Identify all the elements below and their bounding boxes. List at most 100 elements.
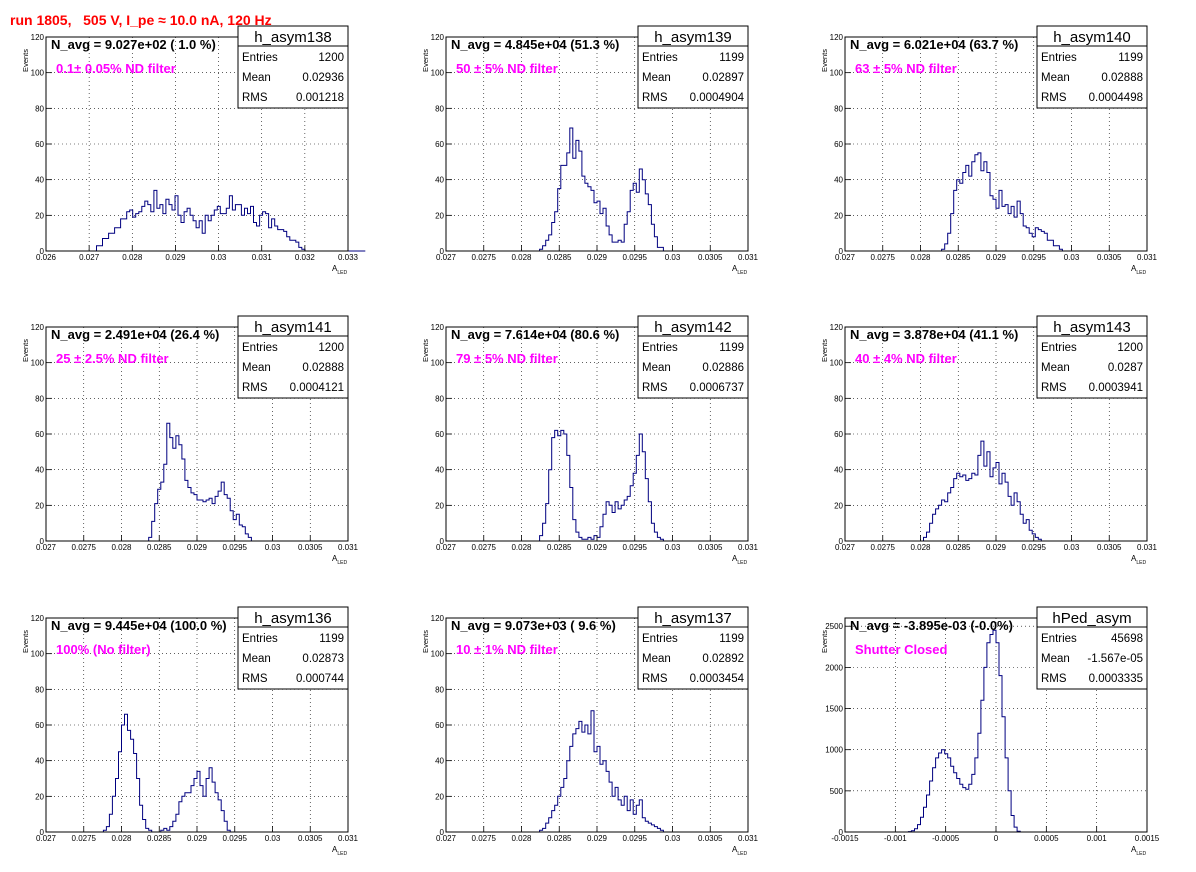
x-tick-label: 0.029 — [986, 253, 1007, 262]
n-avg-header: N_avg = 9.073e+03 ( 9.6 %) — [451, 618, 616, 633]
stats-value: 1199 — [719, 52, 744, 64]
stats-label: Entries — [642, 342, 678, 354]
x-tick-label: 0.0305 — [698, 834, 723, 843]
stats-value: 0.0004498 — [1089, 92, 1143, 104]
histogram-line — [63, 189, 366, 252]
stats-label: RMS — [1041, 382, 1067, 394]
x-tick-label: 0.0285 — [946, 543, 971, 552]
y-tick-label: 80 — [35, 394, 44, 403]
y-axis-label: Events — [820, 49, 829, 72]
y-tick-label: 80 — [435, 104, 444, 113]
x-tick-label: 0.031 — [738, 543, 759, 552]
stats-label: RMS — [1041, 92, 1067, 104]
x-tick-label: -0.001 — [884, 834, 907, 843]
x-tick-label: 0.0295 — [223, 543, 248, 552]
y-tick-label: 40 — [35, 757, 44, 766]
y-tick-label: 60 — [435, 721, 444, 730]
stats-value: 1200 — [1117, 342, 1143, 354]
histogram-name: h_asym136 — [254, 610, 332, 627]
x-tick-label: 0.027 — [436, 543, 457, 552]
y-tick-label: 20 — [35, 792, 44, 801]
x-tick-label: 0.0285 — [147, 543, 172, 552]
stats-label: RMS — [642, 382, 668, 394]
n-avg-header: N_avg = 4.845e+04 (51.3 %) — [451, 37, 619, 52]
x-tick-label: 0.0295 — [623, 253, 648, 262]
filter-annotation: 100% (No filter) — [56, 642, 151, 657]
x-tick-label: 0.027 — [36, 543, 57, 552]
y-tick-label: 0 — [440, 537, 445, 546]
histogram-name: h_asym141 — [254, 319, 332, 336]
stats-value: 0.0006737 — [690, 382, 744, 394]
histogram-name: h_asym140 — [1053, 29, 1131, 46]
n-avg-header: N_avg = 9.027e+02 ( 1.0 %) — [51, 37, 216, 52]
histogram-panel: 0.026 0.027 0.028 0.029 0.03 0.031 0.032 0.033 0… — [21, 25, 366, 276]
y-tick-label: 120 — [431, 614, 445, 623]
x-tick-label: 0.0275 — [871, 253, 896, 262]
x-tick-label: 0.029 — [187, 543, 208, 552]
histogram-panel: 0.027 0.0275 0.028 0.0285 0.029 0.0295 0.03 0.0… — [421, 606, 759, 857]
stats-value: 1199 — [319, 633, 344, 645]
x-tick-label: 0.0295 — [623, 834, 648, 843]
filter-annotation: Shutter Closed — [855, 642, 948, 657]
histogram-line — [845, 152, 1147, 252]
x-axis-label: ALED — [332, 845, 347, 857]
x-tick-label: 0.031 — [738, 834, 759, 843]
y-tick-label: 120 — [31, 33, 45, 42]
histogram-panel: 0.027 0.0275 0.028 0.0285 0.029 0.0295 0.03 0.0… — [421, 25, 759, 276]
y-tick-label: 100 — [431, 359, 445, 368]
x-tick-label: 0.031 — [338, 834, 359, 843]
x-tick-label: 0.028 — [511, 543, 532, 552]
y-tick-label: 80 — [435, 394, 444, 403]
x-tick-label: 0.0295 — [223, 834, 248, 843]
y-axis-label: Events — [820, 339, 829, 362]
y-tick-label: 0 — [839, 828, 844, 837]
stats-label: Entries — [242, 52, 278, 64]
x-axis-label: ALED — [1131, 845, 1146, 857]
x-tick-label: 0.0005 — [1034, 834, 1059, 843]
histogram-line — [446, 710, 748, 833]
x-tick-label: 0.0285 — [946, 253, 971, 262]
x-tick-label: 0.0305 — [698, 543, 723, 552]
y-tick-label: 1000 — [825, 746, 843, 755]
x-tick-label: 0.027 — [436, 253, 457, 262]
stats-label: RMS — [242, 673, 268, 685]
y-tick-label: 2000 — [825, 663, 843, 672]
stats-label: RMS — [242, 382, 268, 394]
stats-value: 0.02886 — [702, 362, 744, 374]
x-tick-label: 0.029 — [165, 253, 186, 262]
stats-value: 0.02936 — [302, 72, 344, 84]
x-tick-label: 0.0275 — [472, 253, 497, 262]
stats-label: Mean — [242, 362, 271, 374]
x-tick-label: 0.029 — [187, 834, 208, 843]
stats-label: Mean — [1041, 72, 1070, 84]
y-axis-label: Events — [421, 49, 430, 72]
y-tick-label: 60 — [834, 140, 843, 149]
histogram-name: h_asym142 — [654, 319, 732, 336]
stats-label: Mean — [242, 72, 271, 84]
stats-value: 0.000744 — [296, 673, 345, 685]
y-tick-label: 100 — [31, 69, 45, 78]
x-tick-label: 0.0275 — [472, 834, 497, 843]
histogram-panel: -0.0015 -0.001 -0.0005 0 0.0005 0.001 0.0015 0 5… — [820, 606, 1160, 857]
x-tick-label: 0.03 — [211, 253, 227, 262]
stats-box — [1036, 626, 1148, 690]
n-avg-header: N_avg = -3.895e-03 (-0.0%) — [850, 618, 1013, 633]
stats-box — [237, 45, 349, 109]
x-tick-label: 0.032 — [295, 253, 316, 262]
x-tick-label: 0 — [994, 834, 999, 843]
y-tick-label: 20 — [435, 792, 444, 801]
stats-label: RMS — [242, 92, 268, 104]
x-tick-label: 0.029 — [587, 253, 608, 262]
x-tick-label: 0.029 — [986, 543, 1007, 552]
y-tick-label: 500 — [830, 787, 844, 796]
x-tick-label: 0.031 — [1137, 253, 1158, 262]
y-tick-label: 80 — [35, 104, 44, 113]
stats-box — [637, 626, 749, 690]
stats-label: Entries — [242, 633, 278, 645]
x-tick-label: 0.028 — [910, 543, 931, 552]
y-tick-label: 100 — [431, 650, 445, 659]
histogram-name: h_asym139 — [654, 29, 732, 46]
y-tick-label: 0 — [440, 828, 445, 837]
y-tick-label: 120 — [31, 323, 45, 332]
y-tick-label: 80 — [35, 685, 44, 694]
